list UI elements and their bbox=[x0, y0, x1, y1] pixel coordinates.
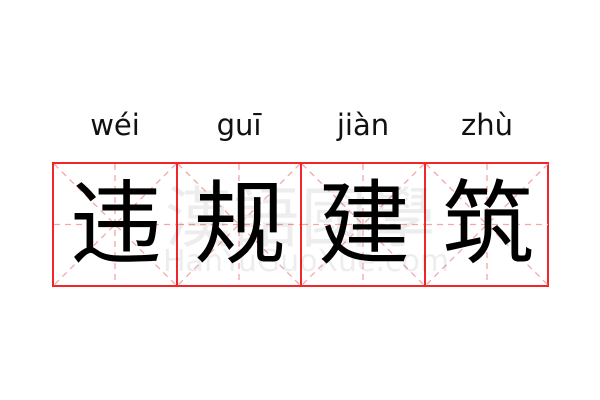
hanzi-character: 规 bbox=[193, 170, 286, 278]
guide-lines bbox=[302, 164, 424, 285]
hanzi-character: 建 bbox=[317, 170, 410, 278]
cell-divider bbox=[424, 164, 426, 285]
pinyin-1: wéi bbox=[90, 108, 140, 142]
pinyin-2: guī bbox=[216, 108, 262, 142]
guide-lines bbox=[178, 164, 300, 285]
hanzi-character: 违 bbox=[69, 170, 162, 278]
cell-divider bbox=[300, 164, 302, 285]
character-cell-2: 规 bbox=[178, 164, 302, 285]
pinyin-4: zhù bbox=[461, 108, 513, 142]
guide-lines bbox=[54, 164, 176, 285]
hanzi-character: 筑 bbox=[441, 170, 534, 278]
cell-divider bbox=[176, 164, 178, 285]
guide-lines bbox=[426, 164, 548, 285]
character-cell-3: 建 bbox=[302, 164, 426, 285]
character-cell-4: 筑 bbox=[426, 164, 550, 285]
character-cell-1: 违 bbox=[54, 164, 178, 285]
pinyin-3: jiàn bbox=[336, 108, 390, 142]
character-grid: 违 规 建 筑 bbox=[52, 162, 549, 287]
